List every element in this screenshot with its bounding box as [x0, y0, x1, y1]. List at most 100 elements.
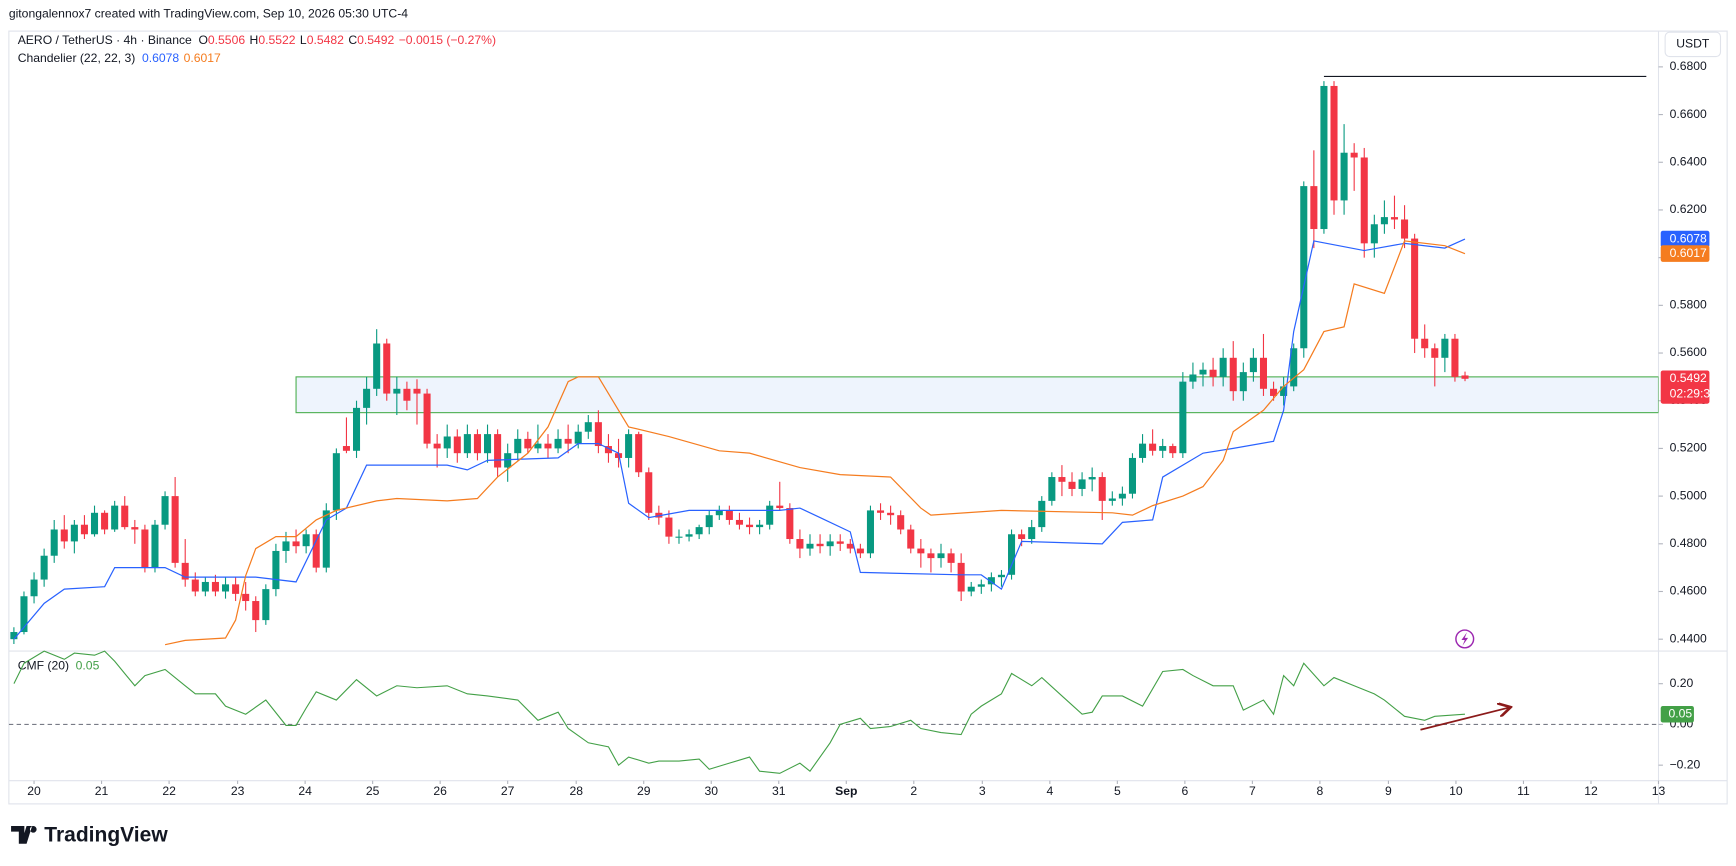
candle-body: [1209, 369, 1217, 377]
candle-body: [393, 388, 401, 394]
candle-body: [1330, 85, 1338, 201]
candle-body: [504, 453, 512, 468]
indicator-value: 0.6017: [184, 51, 221, 65]
candle-body: [161, 496, 169, 525]
candle-body: [695, 527, 703, 535]
candle-body: [604, 446, 612, 454]
candle-body: [665, 517, 673, 537]
frame: [8, 30, 1728, 805]
candle-body: [211, 581, 219, 592]
candle-body: [1219, 357, 1227, 377]
y-tick-label: 0.6800: [1670, 59, 1707, 73]
x-tick-label: 12: [1584, 784, 1598, 798]
candle-body: [1078, 479, 1086, 489]
candle-body: [181, 562, 189, 580]
candle-body: [554, 438, 562, 449]
candle-body: [826, 541, 834, 547]
candle-body: [494, 434, 502, 468]
candle-body: [806, 543, 814, 549]
candle-body: [433, 443, 441, 449]
candle-body: [10, 632, 18, 640]
candle-body: [282, 541, 290, 551]
x-tick-label: 27: [501, 784, 515, 798]
x-tick-label: 4: [1046, 784, 1053, 798]
candle-body: [463, 434, 471, 454]
candle-body: [746, 524, 754, 528]
x-tick-label: 20: [27, 784, 41, 798]
candle-body: [997, 574, 1005, 578]
legend-symbol: AERO / TetherUS · 4h · Binance O0.5506 H0.…: [18, 33, 496, 47]
cmf-label: 0.05: [1668, 706, 1692, 720]
candle-body: [967, 586, 975, 592]
candle-body: [1128, 457, 1136, 494]
o-value: 0.5506: [208, 33, 245, 47]
candle-body: [151, 524, 159, 568]
x-tick-label: 5: [1114, 784, 1121, 798]
candle-body: [423, 393, 431, 444]
candle-body: [635, 434, 643, 473]
candle-body: [766, 505, 774, 525]
candle-body: [20, 596, 28, 633]
x-tick-label: 29: [637, 784, 651, 798]
l-letter: L: [300, 33, 307, 47]
candle-body: [846, 543, 854, 549]
candle-body: [1058, 477, 1066, 482]
candle-body: [1249, 357, 1257, 373]
candle-body: [1068, 481, 1076, 489]
candle-body: [987, 577, 995, 585]
y-tick-label: 0.5200: [1670, 441, 1707, 455]
candle-body: [413, 388, 421, 394]
candle-body: [786, 508, 794, 540]
candle-body: [675, 536, 683, 538]
candle-body: [1048, 477, 1056, 501]
candle-body: [262, 589, 270, 621]
candle-body: [725, 510, 733, 520]
y-tick-label: −0.20: [1670, 757, 1701, 771]
currency-button[interactable]: [1664, 31, 1722, 58]
candle-body: [252, 601, 260, 621]
candle-body: [887, 512, 895, 516]
candle-body: [1380, 217, 1388, 225]
axes: 0.44000.46000.48000.50000.52000.54000.56…: [27, 59, 1717, 798]
y-tick-label: 0.5600: [1670, 345, 1707, 359]
candle-body: [50, 529, 58, 556]
x-tick-label: 26: [433, 784, 447, 798]
legend-indicator: Chandelier (22, 22, 3) 0.6078 0.6017: [18, 51, 221, 65]
c-letter: C: [348, 33, 357, 47]
candle-body: [1300, 186, 1308, 349]
candle-body: [1350, 152, 1358, 158]
indicator-name: Chandelier (22, 22, 3): [18, 51, 136, 65]
candle-body: [1038, 500, 1046, 528]
candle-body: [816, 543, 824, 547]
x-tick-label: 9: [1385, 784, 1392, 798]
candle-body: [131, 527, 139, 530]
candle-body: [60, 529, 68, 542]
blue-price-label: 0.6078: [1670, 231, 1707, 245]
candle-body: [332, 453, 340, 511]
last-price-label: 0.5492: [1670, 371, 1707, 385]
logo: TradingView: [11, 824, 168, 847]
candle-body: [171, 496, 179, 563]
x-tick-label: 28: [569, 784, 583, 798]
candle-body: [272, 550, 280, 590]
candle-body: [1259, 357, 1267, 389]
y-tick-label: 0.20: [1670, 676, 1694, 690]
candle-body: [1280, 386, 1288, 396]
last-price-label-countdown: 02:29:37: [1670, 387, 1718, 401]
candle-body: [1320, 85, 1328, 230]
plot: [8, 75, 1659, 774]
x-tick-label: 13: [1652, 784, 1666, 798]
candle-body: [866, 510, 874, 554]
candle-body: [1179, 381, 1187, 454]
cmf-legend: CMF (20) 0.05: [18, 659, 100, 673]
x-tick-label: 7: [1249, 784, 1256, 798]
lightning-icon[interactable]: [1455, 629, 1475, 649]
y-tick-label: 0.6600: [1670, 107, 1707, 121]
candle-body: [1139, 443, 1147, 458]
currency[interactable]: USDT: [1676, 37, 1710, 51]
candle-body: [292, 541, 300, 547]
x-tick-label: 6: [1181, 784, 1188, 798]
candle-body: [1169, 446, 1177, 454]
candle-body: [191, 579, 199, 592]
